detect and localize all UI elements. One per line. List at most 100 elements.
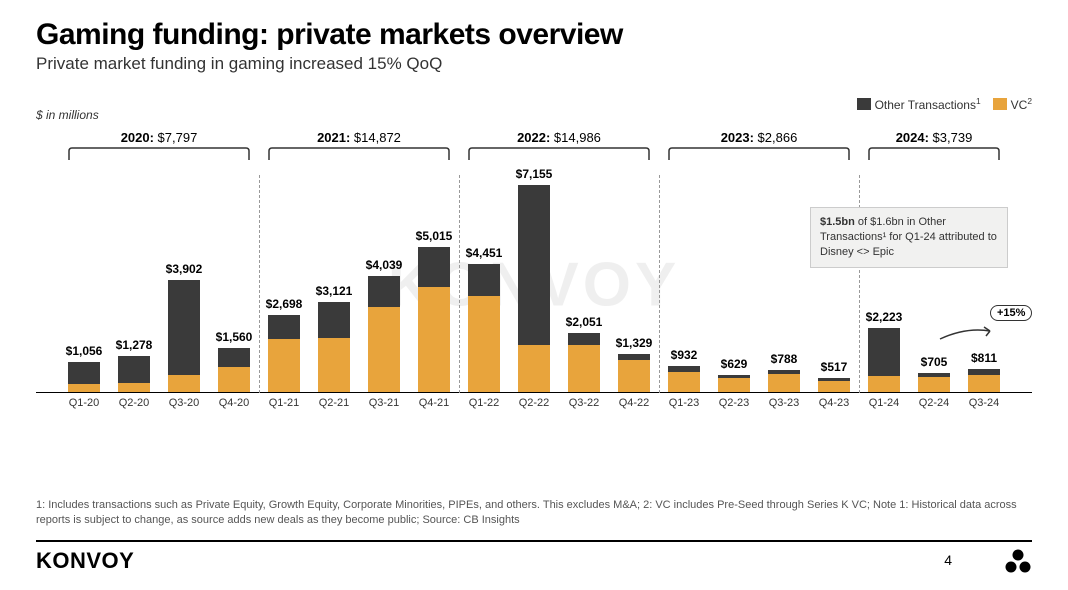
bar-seg-other: [268, 315, 300, 340]
legend-item-vc: VC2: [993, 96, 1032, 112]
bar-seg-other: [318, 302, 350, 337]
bar-seg-vc: [218, 367, 250, 393]
bar-Q4-20: $1,560: [218, 348, 250, 393]
growth-arrow-icon: [938, 323, 994, 343]
x-tick-label: Q1-21: [269, 397, 300, 409]
bar-Q3-20: $3,902: [168, 280, 200, 393]
x-tick-label: Q3-21: [369, 397, 400, 409]
x-tick-label: Q2-24: [919, 397, 950, 409]
page-number: 4: [944, 552, 952, 568]
bar-Q3-22: $2,051: [568, 333, 600, 393]
bar-Q2-24: $705: [918, 373, 950, 393]
bar-seg-vc: [568, 345, 600, 393]
bar-value-label: $1,560: [216, 330, 253, 344]
x-tick-label: Q2-20: [119, 397, 150, 409]
bar-seg-other: [368, 276, 400, 308]
bar-seg-vc: [468, 296, 500, 393]
bar-value-label: $2,698: [266, 297, 303, 311]
legend-swatch-vc: [993, 98, 1007, 110]
chart-area: KONVOY $1,056$1,278$3,902$1,560$2,698$3,…: [36, 175, 1032, 415]
bar-value-label: $4,039: [366, 258, 403, 272]
bar-value-label: $1,056: [66, 344, 103, 358]
bar-seg-other: [568, 333, 600, 345]
bar-seg-vc: [418, 287, 450, 393]
bar-seg-vc: [768, 374, 800, 393]
y-axis-label: $ in millions: [36, 108, 99, 122]
x-tick-label: Q2-21: [319, 397, 350, 409]
bar-Q2-22: $7,155: [518, 185, 550, 393]
x-tick-label: Q3-20: [169, 397, 200, 409]
x-tick-label: Q1-22: [469, 397, 500, 409]
brand-logo: KONVOY: [36, 548, 134, 573]
x-tick-label: Q4-20: [219, 397, 250, 409]
year-bracket-2024: 2024: $3,739: [868, 130, 1000, 161]
bar-value-label: $2,223: [866, 310, 903, 324]
x-tick-label: Q1-20: [69, 397, 100, 409]
page-title: Gaming funding: private markets overview: [36, 18, 1032, 52]
bar-seg-vc: [318, 338, 350, 393]
bar-Q4-22: $1,329: [618, 354, 650, 393]
bar-seg-vc: [968, 375, 1000, 393]
legend-label-other: Other Transactions1: [875, 96, 981, 112]
bar-seg-other: [68, 362, 100, 384]
x-tick-label: Q3-23: [769, 397, 800, 409]
bar-seg-vc: [168, 375, 200, 393]
bar-value-label: $629: [721, 357, 748, 371]
page-subtitle: Private market funding in gaming increas…: [36, 54, 1032, 74]
x-tick-label: Q1-24: [869, 397, 900, 409]
bar-value-label: $1,329: [616, 336, 653, 350]
brand-mark-icon: [1004, 548, 1032, 574]
x-tick-label: Q1-23: [669, 397, 700, 409]
bar-Q2-23: $629: [718, 375, 750, 393]
chart-legend: Other Transactions1 VC2: [857, 96, 1032, 112]
legend-label-vc: VC2: [1011, 96, 1032, 112]
bar-value-label: $811: [971, 351, 997, 365]
year-separator: [259, 175, 260, 393]
bar-Q2-21: $3,121: [318, 302, 350, 393]
callout-box: $1.5bn of $1.6bn in Other Transactions¹ …: [810, 207, 1008, 268]
bar-seg-other: [518, 185, 550, 345]
bar-Q4-21: $5,015: [418, 247, 450, 393]
x-labels: Q1-20 Q2-20 Q3-20 Q4-20 Q1-21 Q2-21 Q3-21 Q4-21…: [36, 397, 1032, 415]
year-bracket-2023: 2023: $2,866: [668, 130, 850, 161]
footer-divider: [36, 540, 1032, 542]
year-bracket-2022: 2022: $14,986: [468, 130, 650, 161]
year-bracket-2020: 2020: $7,797: [68, 130, 250, 161]
bar-value-label: $7,155: [516, 167, 553, 181]
bar-value-label: $3,902: [166, 262, 203, 276]
bar-seg-other: [168, 280, 200, 375]
bar-value-label: $3,121: [316, 284, 353, 298]
bar-Q3-23: $788: [768, 370, 800, 393]
year-separator: [459, 175, 460, 393]
bar-value-label: $932: [671, 348, 698, 362]
x-tick-label: Q4-21: [419, 397, 450, 409]
bar-Q1-23: $932: [668, 366, 700, 393]
bar-seg-vc: [268, 339, 300, 393]
footer: KONVOY 4: [36, 548, 1032, 578]
year-separator: [659, 175, 660, 393]
x-tick-label: Q4-22: [619, 397, 650, 409]
footnote: 1: Includes transactions such as Private…: [36, 498, 1032, 528]
bar-Q2-20: $1,278: [118, 356, 150, 393]
year-bracket-2021: 2021: $14,872: [268, 130, 450, 161]
bar-seg-other: [418, 247, 450, 287]
bar-value-label: $517: [821, 360, 848, 374]
growth-badge: +15%: [990, 305, 1032, 321]
bar-Q1-24: $2,223: [868, 328, 900, 393]
x-tick-label: Q3-24: [969, 397, 1000, 409]
bar-value-label: $4,451: [466, 246, 503, 260]
bar-Q3-24: $811: [968, 369, 1000, 393]
bar-Q3-21: $4,039: [368, 276, 400, 393]
bar-value-label: $1,278: [116, 338, 153, 352]
bar-seg-other: [868, 328, 900, 376]
x-tick-label: Q2-23: [719, 397, 750, 409]
bar-Q1-20: $1,056: [68, 362, 100, 393]
bar-seg-other: [468, 264, 500, 296]
bar-seg-other: [218, 348, 250, 367]
bar-value-label: $705: [921, 355, 948, 369]
bar-seg-vc: [618, 360, 650, 393]
legend-item-other: Other Transactions1: [857, 96, 981, 112]
year-bracket-row: 2020: $7,797 2021: $14,872 2022: $14,986 20…: [36, 130, 1032, 166]
x-tick-label: Q2-22: [519, 397, 550, 409]
bar-seg-vc: [368, 307, 400, 393]
